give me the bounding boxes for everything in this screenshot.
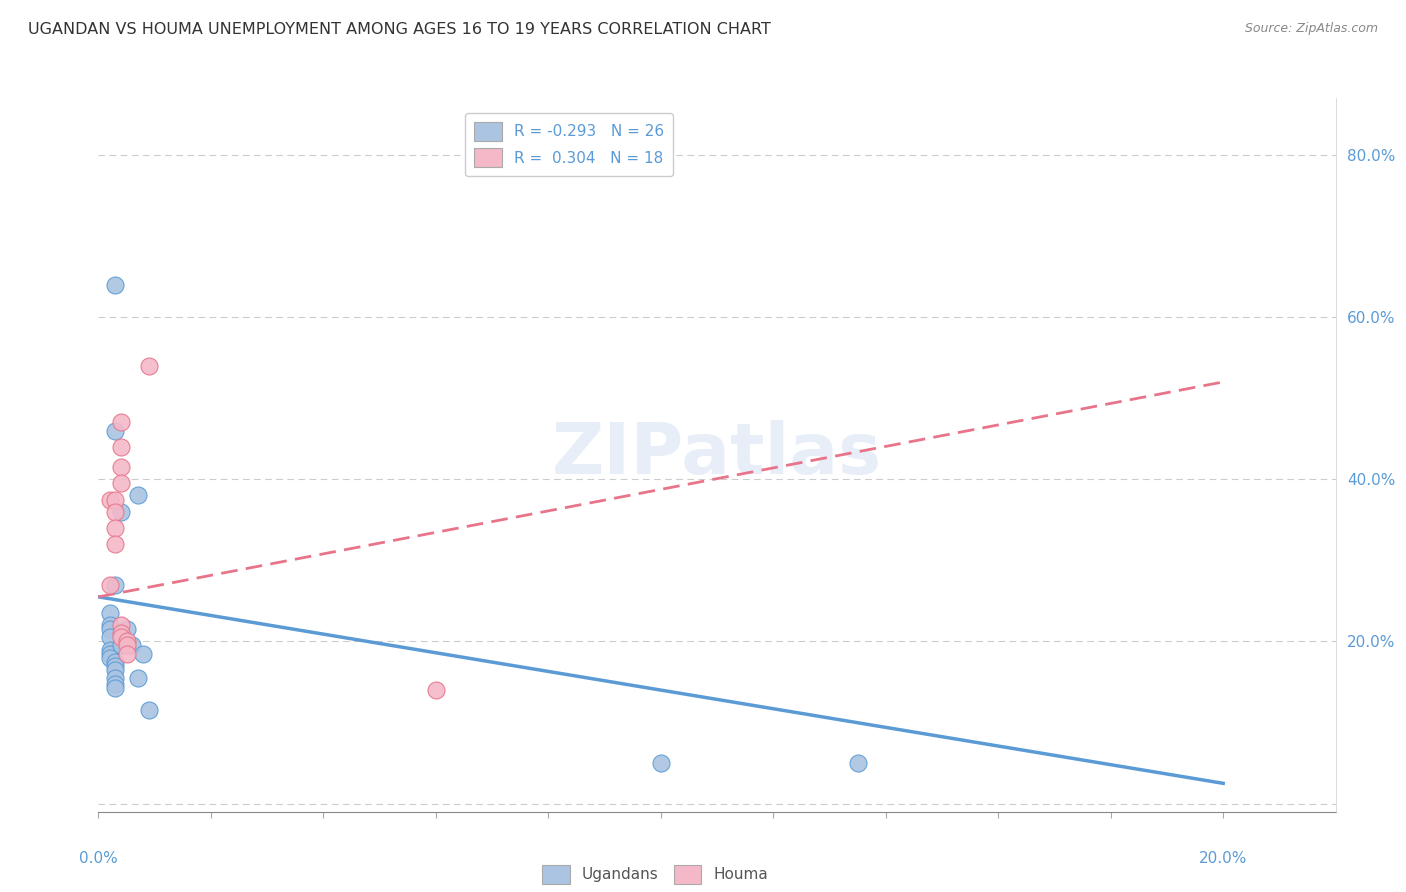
Point [138,703,160,717]
Point [104,655,127,669]
Point [98,650,121,665]
Point [110,631,132,645]
Point [98,492,121,507]
Point [127,488,149,502]
Point [98,647,121,661]
Point [138,359,160,373]
Legend: Ugandans, Houma: Ugandans, Houma [536,859,775,889]
Text: Source: ZipAtlas.com: Source: ZipAtlas.com [1244,22,1378,36]
Point [110,416,132,430]
Point [104,277,127,292]
Point [104,505,127,519]
Point [104,521,127,535]
Point [132,647,155,661]
Point [115,622,138,636]
Point [110,618,132,632]
Point [104,658,127,673]
Point [98,622,121,636]
Point [110,460,132,475]
Text: ZIPatlas: ZIPatlas [553,420,882,490]
Point [98,606,121,620]
Text: 20.0%: 20.0% [1199,851,1247,865]
Point [650,756,672,770]
Point [110,626,132,640]
Point [127,671,149,685]
Point [98,642,121,657]
Point [104,676,127,690]
Point [98,618,121,632]
Point [104,424,127,438]
Text: UGANDAN VS HOUMA UNEMPLOYMENT AMONG AGES 16 TO 19 YEARS CORRELATION CHART: UGANDAN VS HOUMA UNEMPLOYMENT AMONG AGES… [28,22,770,37]
Point [104,681,127,696]
Point [425,683,447,698]
Point [98,631,121,645]
Point [104,671,127,685]
Point [110,639,132,653]
Point [110,505,132,519]
Point [115,647,138,661]
Text: 0.0%: 0.0% [79,851,118,865]
Point [846,756,869,770]
Point [104,577,127,591]
Point [104,663,127,677]
Point [110,476,132,491]
Point [115,634,138,648]
Point [104,537,127,551]
Point [121,639,143,653]
Point [115,639,138,653]
Point [98,577,121,591]
Point [110,440,132,454]
Point [104,492,127,507]
